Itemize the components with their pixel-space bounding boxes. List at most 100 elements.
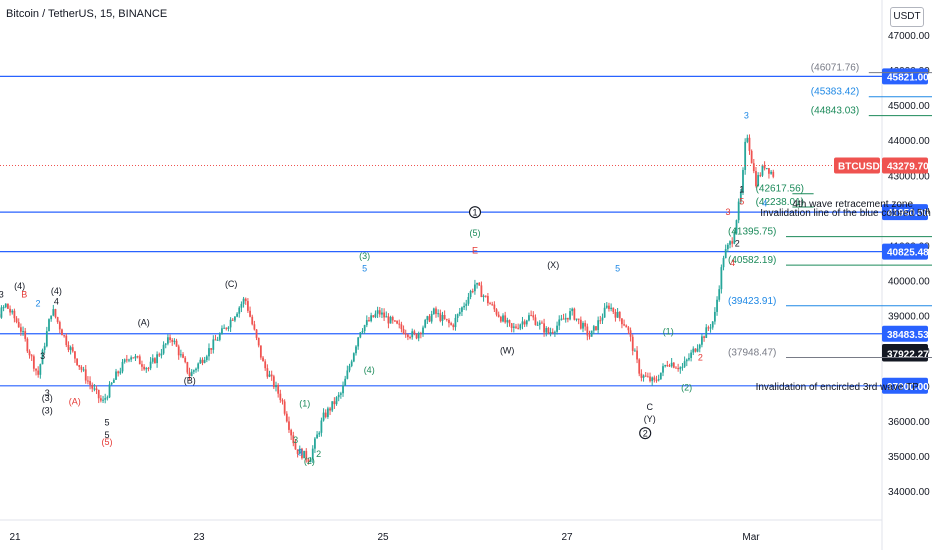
candle-body — [636, 350, 638, 360]
wave-label: 5 — [362, 263, 367, 273]
candle-body — [396, 320, 398, 324]
candle-body — [84, 369, 87, 381]
candle-body — [201, 359, 204, 363]
candle-body — [610, 307, 613, 309]
candle-body — [32, 356, 35, 369]
candle-body — [677, 368, 680, 370]
candle-body — [160, 353, 163, 356]
wave-label: 4 — [730, 258, 735, 268]
candle-body — [249, 310, 251, 317]
candle-body — [640, 373, 643, 378]
candle-body — [82, 369, 85, 371]
candle-body — [17, 321, 20, 328]
candle-body — [372, 315, 375, 318]
target-label: (42617.56) — [756, 184, 804, 195]
candle-body — [426, 316, 429, 320]
candle-body — [508, 320, 511, 324]
candle-body — [136, 356, 139, 358]
candle-body — [597, 320, 600, 331]
candle-body — [350, 361, 353, 366]
candle-body — [748, 137, 751, 151]
candle-body — [450, 323, 453, 325]
candle-body — [484, 295, 487, 297]
candle-body — [495, 309, 498, 315]
candle-body — [374, 313, 377, 318]
candle-body — [192, 370, 195, 372]
currency-selector[interactable]: USDT — [890, 7, 924, 27]
candle-body — [244, 298, 247, 302]
candle-body — [571, 308, 574, 312]
candle-body — [156, 354, 158, 364]
candle-body — [646, 376, 649, 378]
candle-body — [633, 350, 636, 352]
candle-body — [432, 308, 435, 314]
candle-body — [238, 307, 241, 314]
price-badge — [882, 204, 928, 221]
candle-body — [54, 309, 57, 318]
candle-body — [750, 150, 753, 164]
candle-body — [739, 192, 742, 202]
candle-body — [19, 327, 22, 332]
candle-body — [562, 318, 565, 320]
wave-label: 2 — [735, 239, 740, 249]
candle-body — [402, 329, 405, 334]
candle-body — [675, 367, 677, 369]
candle-body — [24, 331, 27, 339]
candle-body — [579, 319, 582, 329]
candle-body — [411, 331, 414, 338]
wave-label: (A) — [69, 397, 81, 407]
candle-body — [240, 303, 243, 308]
candle-body — [149, 361, 152, 369]
wave-label: 1 — [739, 184, 744, 194]
candle-body — [296, 449, 299, 454]
candle-body — [549, 332, 552, 334]
annotation-text: Invalidation of encircled 3rd wave TP — [756, 382, 920, 393]
candle-body — [443, 314, 446, 319]
candle-body — [703, 336, 705, 338]
candle-body — [141, 364, 143, 367]
wave-label: 5 — [615, 263, 620, 273]
candle-body — [229, 319, 232, 328]
target-label: (37948.47) — [728, 348, 776, 359]
candle-body — [685, 359, 688, 362]
candle-body — [324, 412, 327, 417]
candle-body — [612, 307, 615, 312]
candle-body — [255, 329, 258, 338]
price-badge-label: 38483.53 — [887, 330, 929, 341]
circled-wave-label: 1 — [472, 207, 477, 217]
candle-body — [398, 323, 401, 325]
candle-body — [530, 315, 533, 317]
candle-body — [268, 374, 271, 377]
candle-body — [651, 377, 654, 382]
candle-body — [586, 326, 589, 336]
candle-body — [234, 316, 236, 321]
candle-body — [448, 319, 450, 324]
candle-body — [361, 331, 364, 333]
candle-body — [603, 307, 606, 318]
candle-body — [502, 315, 504, 322]
candle-body — [657, 379, 660, 381]
candle-body — [13, 310, 16, 319]
candle-body — [623, 324, 625, 326]
candle-body — [422, 327, 424, 334]
candle-body — [690, 352, 693, 358]
y-tick-label: 47000.00 — [888, 31, 930, 42]
candle-body — [486, 296, 489, 304]
candle-body — [770, 171, 773, 174]
candle-body — [564, 317, 567, 320]
candle-body — [532, 315, 535, 318]
candle-body — [177, 346, 180, 356]
candle-body — [65, 335, 68, 346]
wave-label: 4 — [762, 198, 767, 208]
candle-body — [339, 393, 342, 395]
candle-body — [720, 267, 723, 290]
y-tick-label: 40000.00 — [888, 277, 930, 288]
wave-label: 5 — [739, 197, 744, 207]
candle-body — [556, 325, 558, 332]
candle-body — [119, 371, 122, 374]
candle-body — [331, 401, 334, 411]
target-label: (42238.01) — [756, 197, 804, 208]
candle-body — [63, 335, 66, 337]
